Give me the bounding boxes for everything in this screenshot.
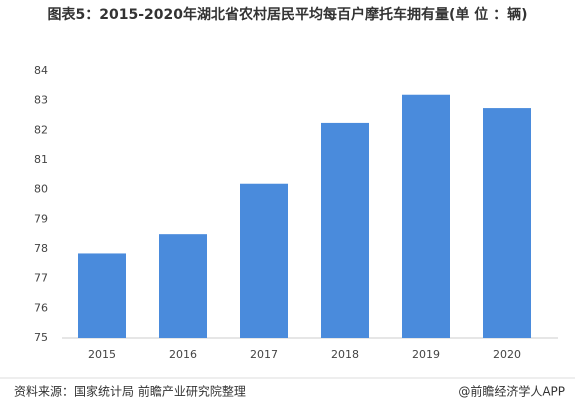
- chart-title: 图表5：2015-2020年湖北省农村居民平均每百户摩托车拥有量(单 位 ：辆): [47, 7, 528, 23]
- x-tick-label: 2018: [331, 348, 359, 361]
- x-tick-label: 2015: [88, 348, 116, 361]
- y-tick-label: 76: [34, 301, 48, 314]
- source: 资料来源：国家统计局 前瞻产业研究院整理: [14, 384, 246, 399]
- x-tick-label: 2020: [493, 348, 521, 361]
- y-tick-label: 84: [34, 64, 48, 77]
- bar: [483, 108, 531, 338]
- bar: [321, 122, 369, 339]
- y-tick-label: 75: [34, 331, 48, 344]
- bar: [78, 253, 126, 338]
- y-tick-label: 80: [34, 183, 48, 196]
- y-tick-label: 79: [34, 212, 48, 225]
- bar: [159, 234, 207, 338]
- y-tick-label: 78: [34, 242, 48, 255]
- y-tick-label: 82: [34, 123, 48, 136]
- y-tick-label: 81: [34, 153, 48, 166]
- credit: @前瞻经济学人APP: [458, 384, 565, 399]
- y-tick-label: 83: [34, 94, 48, 107]
- x-tick-label: 2017: [250, 348, 278, 361]
- bar: [240, 183, 288, 338]
- x-tick-label: 2016: [169, 348, 197, 361]
- bar: [402, 94, 450, 338]
- x-tick-label: 2019: [412, 348, 440, 361]
- y-tick-label: 77: [34, 272, 48, 285]
